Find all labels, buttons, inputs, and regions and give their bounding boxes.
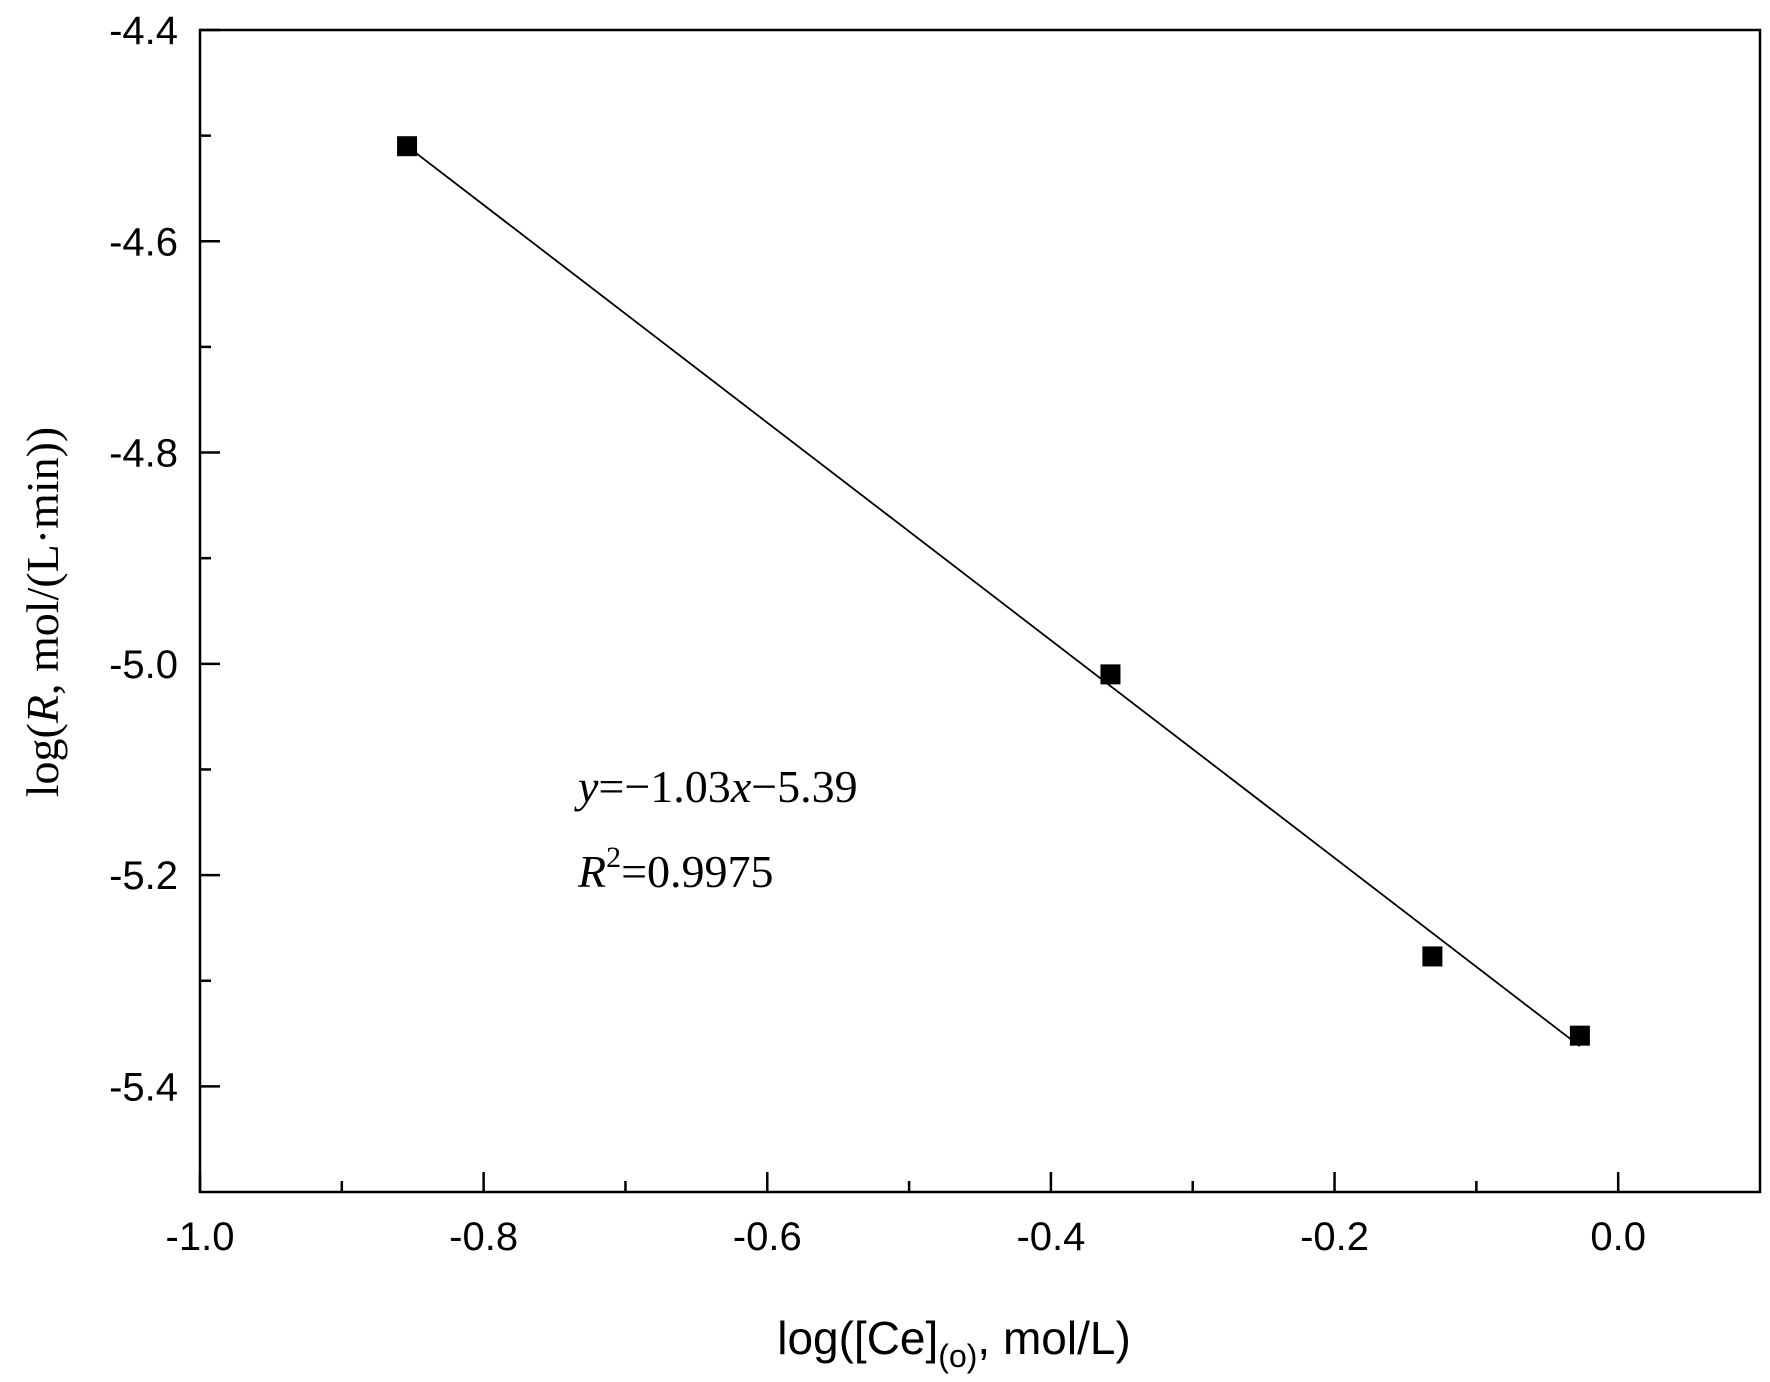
y-tick-label: -4.6 xyxy=(109,220,178,264)
x-tick-label: -1.0 xyxy=(166,1215,235,1259)
data-point-marker xyxy=(1422,946,1443,967)
x-tick-label: -0.6 xyxy=(733,1215,802,1259)
y-tick-label: -4.4 xyxy=(109,9,178,53)
r-squared-annotation: R2=0.9975 xyxy=(577,841,774,897)
data-point-marker xyxy=(1569,1025,1590,1046)
x-tick-label: -0.2 xyxy=(1300,1215,1369,1259)
x-tick-label: -0.4 xyxy=(1016,1215,1085,1259)
data-point-marker xyxy=(1100,664,1121,685)
equation-annotation: y=−1.03x−5.39 xyxy=(574,761,858,812)
y-tick-label: -5.4 xyxy=(109,1065,178,1109)
x-axis: -1.0 -0.8 -0.6 -0.4 -0.2 0.0 xyxy=(166,1172,1646,1259)
x-tick-label: 0.0 xyxy=(1590,1215,1646,1259)
y-tick-label: -4.8 xyxy=(109,432,178,476)
y-axis-title: log(R, mol/(L·min)) xyxy=(17,427,68,798)
data-points xyxy=(397,136,1590,1046)
x-axis-title: log([Ce](o), mol/L) xyxy=(777,1312,1131,1374)
fit-line xyxy=(406,145,1581,1047)
y-tick-label: -5.0 xyxy=(109,643,178,687)
data-point-marker xyxy=(397,136,418,157)
y-axis: -4.4 -4.6 -4.8 -5.0 -5.2 -5.4 xyxy=(109,9,220,1109)
plot-frame xyxy=(198,28,1762,1194)
x-tick-label: -0.8 xyxy=(449,1215,518,1259)
y-tick-label: -5.2 xyxy=(109,854,178,898)
